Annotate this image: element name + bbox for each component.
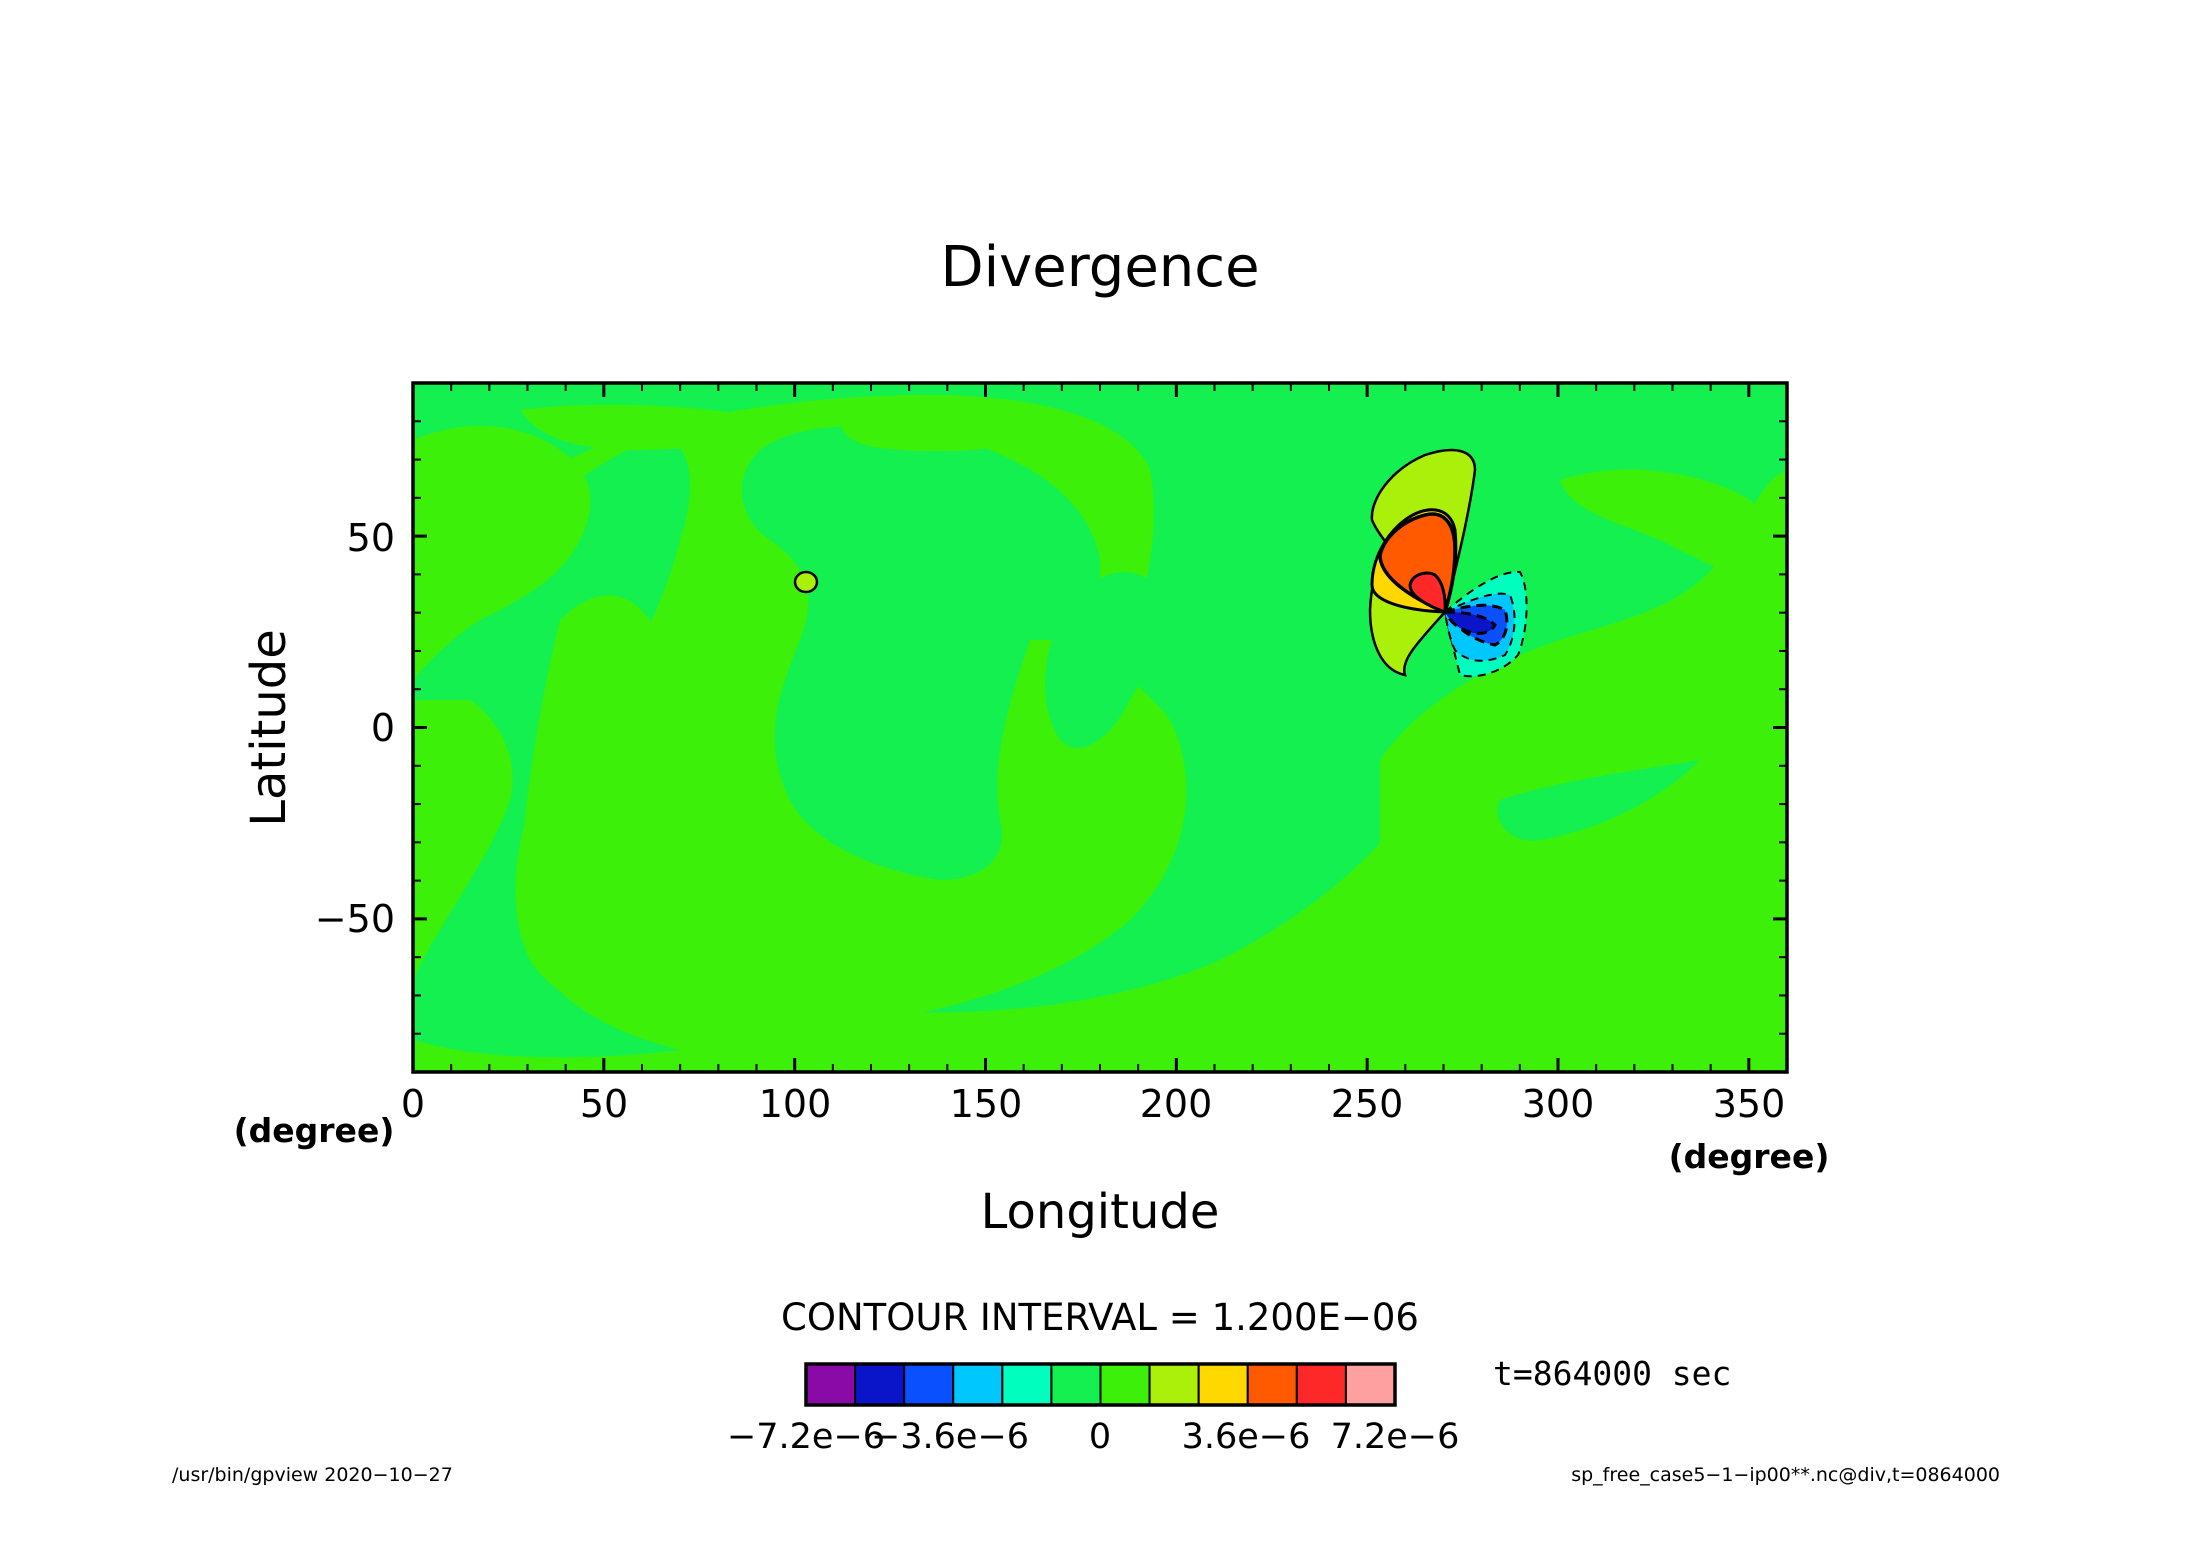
y-tick-label: −50 bbox=[315, 897, 395, 941]
colorbar-swatch bbox=[1197, 1363, 1249, 1406]
x-tick-labels: 0 50 100 150 200 250 300 350 bbox=[401, 1082, 1785, 1126]
colorbar-labels: −7.2e−6 −3.6e−6 0 3.6e−6 7.2e−6 bbox=[727, 1417, 1459, 1457]
slightly-positive-regions bbox=[413, 395, 1787, 1072]
footer-left: /usr/bin/gpview 2020−10−27 bbox=[172, 1464, 453, 1486]
colorbar-swatch bbox=[1344, 1363, 1396, 1406]
colorbar-swatch bbox=[903, 1363, 955, 1406]
x-tick-label: 300 bbox=[1522, 1082, 1595, 1126]
chart-title: Divergence bbox=[940, 235, 1259, 300]
colorbar-swatch bbox=[1148, 1363, 1200, 1406]
x-unit-label: (degree) bbox=[1669, 1137, 1830, 1176]
x-tick-label: 200 bbox=[1140, 1082, 1213, 1126]
plot-area bbox=[413, 383, 1787, 1072]
colorbar-swatch bbox=[952, 1363, 1004, 1406]
x-tick-label: 350 bbox=[1713, 1082, 1786, 1126]
x-tick-label: 150 bbox=[950, 1082, 1023, 1126]
footer-right: sp_free_case5−1−ip00**.nc@div,t=0864000 bbox=[1571, 1464, 2000, 1486]
x-tick-label: 50 bbox=[580, 1082, 628, 1126]
colorbar-label: 3.6e−6 bbox=[1182, 1417, 1311, 1457]
near-zero-patches bbox=[855, 572, 1700, 841]
time-label: t=864000 sec bbox=[1493, 1354, 1731, 1393]
colorbar-label: 7.2e−6 bbox=[1331, 1417, 1460, 1457]
x-tick-label: 0 bbox=[401, 1082, 425, 1126]
y-axis-title: Latitude bbox=[241, 629, 297, 827]
colorbar-swatch bbox=[805, 1363, 857, 1406]
colorbar-swatch bbox=[1246, 1363, 1298, 1406]
dipole-positive-lobe bbox=[1368, 448, 1477, 677]
colorbar-frame bbox=[804, 1362, 1397, 1407]
colorbar-swatch bbox=[854, 1363, 906, 1406]
colorbar-swatch bbox=[1001, 1363, 1053, 1406]
x-tick-label: 250 bbox=[1331, 1082, 1404, 1126]
colorbar-label: 0 bbox=[1089, 1417, 1111, 1457]
colorbar bbox=[804, 1362, 1397, 1407]
colorbar-label: −7.2e−6 bbox=[727, 1417, 885, 1457]
contour-interval-label: CONTOUR INTERVAL = 1.200E−06 bbox=[781, 1296, 1419, 1339]
y-tick-label: 50 bbox=[347, 516, 395, 560]
colorbar-swatch bbox=[1099, 1363, 1151, 1406]
y-tick-labels: 50 0 −50 bbox=[315, 516, 395, 941]
y-unit-label: (degree) bbox=[234, 1111, 395, 1150]
x-tick-label: 100 bbox=[759, 1082, 832, 1126]
y-tick-label: 0 bbox=[371, 706, 395, 750]
colorbar-label: −3.6e−6 bbox=[871, 1417, 1029, 1457]
colorbar-swatch bbox=[1050, 1363, 1102, 1406]
colorbar-swatch bbox=[1295, 1363, 1347, 1406]
small-positive-contour bbox=[793, 570, 819, 594]
x-axis-title: Longitude bbox=[981, 1184, 1220, 1240]
tick-marks bbox=[411, 382, 1788, 1073]
dipole-negative-lobe bbox=[1442, 570, 1528, 678]
